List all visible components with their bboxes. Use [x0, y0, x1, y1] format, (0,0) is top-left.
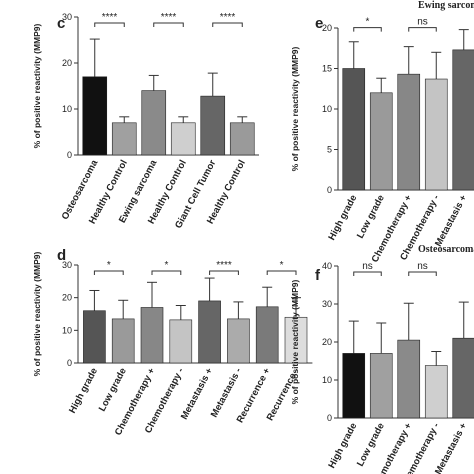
- bar: [170, 122, 196, 156]
- significance-bracket: [209, 270, 239, 275]
- significance-label: ns: [417, 17, 428, 28]
- x-tick-label: Low grade: [97, 366, 129, 413]
- y-tick-label: 30: [62, 260, 72, 270]
- significance-label: ****: [161, 12, 177, 23]
- bar: [169, 319, 193, 364]
- y-axis-label: % of positive reactivity (MMP9): [32, 23, 42, 148]
- bar: [424, 78, 448, 191]
- y-tick-label: 10: [322, 104, 332, 114]
- bar: [342, 353, 366, 419]
- bar: [397, 339, 421, 419]
- significance-bracket: [212, 22, 243, 27]
- significance-bracket: [353, 27, 382, 32]
- bar: [200, 95, 226, 156]
- significance-label: *: [280, 260, 284, 271]
- bar: [140, 307, 164, 364]
- y-axis-label: % of positive reactivity (MMP9): [32, 251, 42, 376]
- y-tick-label: 0: [327, 185, 332, 195]
- significance-bracket: [151, 270, 182, 275]
- y-tick-label: 5: [327, 145, 332, 155]
- y-tick-label: 10: [322, 375, 332, 385]
- panel-letter: f: [315, 267, 321, 284]
- y-tick-label: 30: [62, 12, 72, 22]
- bar: [452, 337, 474, 419]
- y-tick-label: 10: [62, 325, 72, 335]
- y-axis-label: % of positive reactivity (MMP9): [290, 46, 300, 171]
- y-tick-label: 15: [322, 64, 332, 74]
- significance-label: ****: [102, 12, 118, 23]
- panel: 0 10 20 30 % of positive reactivity (MMP9) d H…: [32, 247, 313, 437]
- significance-label: ns: [362, 261, 373, 272]
- bar: [111, 318, 135, 364]
- y-tick-label: 0: [327, 413, 332, 423]
- panel-title: Osteosarcoma: [418, 244, 474, 255]
- significance-bracket: [408, 27, 437, 32]
- x-tick-label: Low grade: [355, 193, 387, 240]
- significance-label: ****: [216, 260, 232, 271]
- significance-bracket: [153, 22, 184, 27]
- bar: [284, 316, 308, 364]
- bar: [369, 353, 393, 419]
- bar: [229, 122, 255, 156]
- bar: [397, 73, 421, 191]
- significance-bracket: [266, 270, 297, 275]
- y-tick-label: 20: [322, 23, 332, 33]
- significance-label: *: [366, 17, 370, 28]
- y-tick-label: 20: [62, 293, 72, 303]
- y-axis-label: % of positive reactivity (MMP9): [290, 279, 300, 404]
- significance-bracket: [94, 22, 125, 27]
- panel: 0 5 10 15 20 % of positive reactivity (MMP9) e…: [290, 0, 474, 264]
- bar: [227, 318, 250, 364]
- panel-title: Ewing sarcoma: [418, 0, 474, 11]
- y-tick-label: 20: [62, 58, 72, 68]
- y-tick-label: 0: [67, 150, 72, 160]
- bar: [452, 49, 474, 191]
- y-tick-label: 40: [322, 261, 332, 271]
- significance-bracket: [93, 270, 124, 275]
- significance-label: ns: [417, 261, 428, 272]
- x-tick-label: Low grade: [355, 421, 387, 468]
- significance-label: ****: [220, 12, 236, 23]
- bar: [424, 365, 448, 419]
- significance-bracket: [408, 271, 437, 276]
- panel: 0 10 20 30 40 % of positive reactivity (MMP9)…: [290, 244, 474, 474]
- panel-letter: e: [315, 15, 323, 32]
- y-tick-label: 30: [322, 299, 332, 309]
- bar: [82, 76, 108, 156]
- panel-letter: d: [57, 247, 66, 264]
- y-tick-label: 0: [67, 358, 72, 368]
- y-tick-label: 10: [62, 104, 72, 114]
- bar: [342, 68, 366, 191]
- bar: [255, 306, 279, 364]
- y-tick-label: 20: [322, 337, 332, 347]
- bar: [369, 92, 393, 191]
- panel-letter: c: [57, 15, 65, 32]
- bar: [83, 310, 106, 364]
- significance-bracket: [353, 271, 382, 276]
- significance-label: *: [107, 260, 111, 271]
- bar: [111, 122, 137, 156]
- significance-label: *: [164, 260, 168, 271]
- bar: [141, 90, 167, 156]
- bar: [198, 300, 221, 364]
- x-tick-label: High grade: [67, 366, 100, 415]
